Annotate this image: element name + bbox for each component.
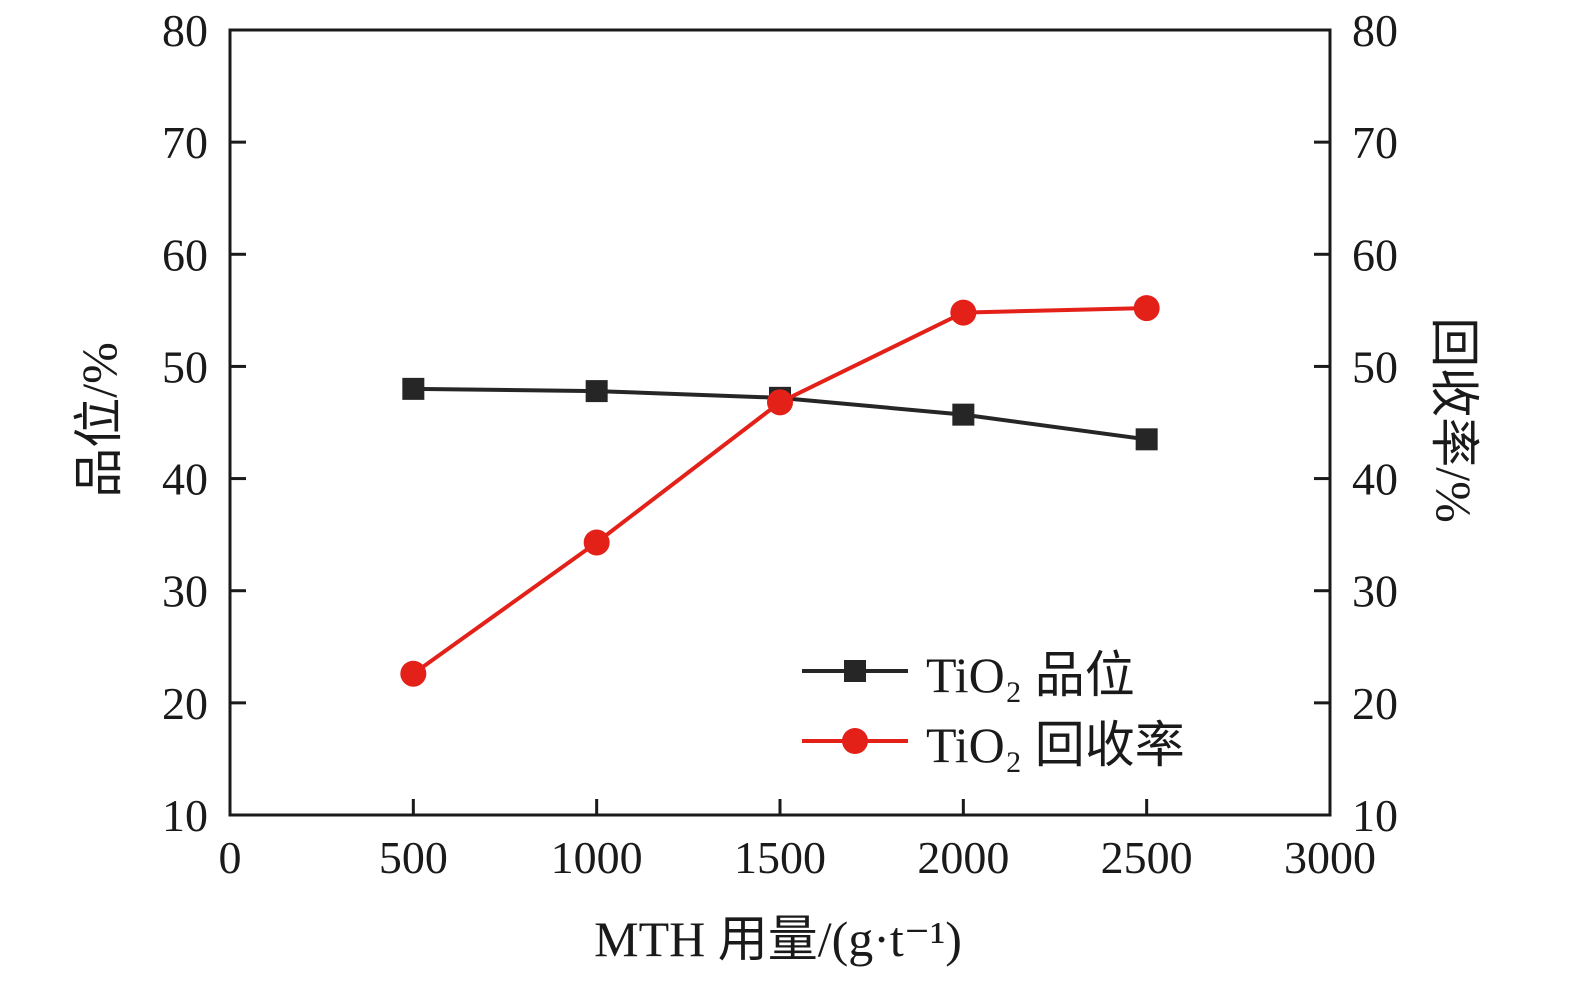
marker-circle [950,299,977,326]
x-tick-label: 2000 [917,832,1009,883]
legend-marker-square-icon [802,660,908,682]
right-axis-title: 回收率/% [1426,317,1482,523]
legend: TiO₂ 品位 TiO₂ 回收率 [800,645,1185,773]
marker-square [952,403,975,426]
x-axis-title: MTH 用量/(g·t⁻¹) [594,911,962,967]
marker-square [585,380,608,403]
y-tick-label-left: 70 [162,117,208,168]
y-tick-label-left: 60 [162,229,208,280]
x-tick-label: 1000 [551,832,643,883]
left-axis-title: 品位/% [71,342,127,498]
x-tick-label: 1500 [734,832,826,883]
y-tick-label-right: 60 [1352,229,1398,280]
y-tick-label-left: 10 [162,790,208,841]
legend-label-recovery: TiO₂ 回收率 [926,717,1185,773]
marker-circle [583,529,610,556]
y-tick-label-left: 50 [162,341,208,392]
x-tick-label: 2500 [1101,832,1193,883]
y-tick-label-left: 30 [162,566,208,617]
y-tick-label-right: 80 [1352,5,1398,56]
x-tick-label: 3000 [1284,832,1376,883]
y-tick-label-right: 20 [1352,678,1398,729]
x-tick-label: 0 [219,832,242,883]
legend-item-grade: TiO₂ 品位 [800,645,1185,703]
y-tick-label-left: 80 [162,5,208,56]
marker-circle [767,389,793,416]
y-tick-label-right: 10 [1352,790,1398,841]
legend-label-grade: TiO₂ 品位 [926,647,1135,703]
legend-marker-circle-icon [802,728,908,754]
marker-circle [1133,295,1160,322]
marker-square [1135,428,1158,451]
marker-square [402,377,425,400]
marker-circle [400,660,427,687]
x-tick-label: 500 [379,832,448,883]
y-tick-label-right: 50 [1352,341,1398,392]
y-tick-label-right: 30 [1352,566,1398,617]
y-tick-label-left: 40 [162,454,208,505]
legend-item-recovery: TiO₂ 回收率 [800,715,1185,773]
series-line-1 [412,306,1147,676]
y-tick-label-right: 40 [1352,454,1398,505]
y-tick-label-right: 70 [1352,117,1398,168]
y-tick-label-left: 20 [162,678,208,729]
